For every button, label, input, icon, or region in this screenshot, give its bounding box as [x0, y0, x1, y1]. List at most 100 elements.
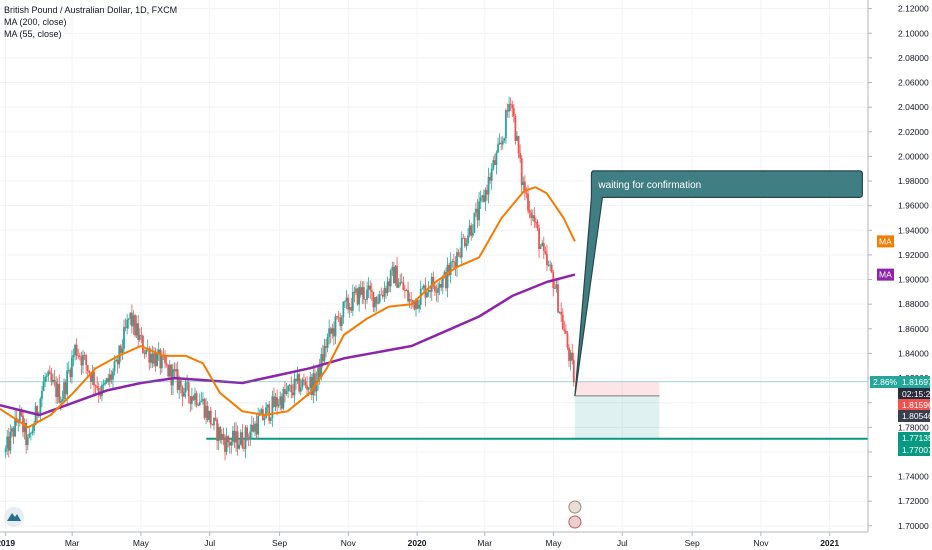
candle-body: [429, 290, 432, 292]
price-tick-label: 2.02000: [898, 127, 929, 137]
candle-body: [509, 103, 512, 105]
candle-body: [99, 393, 102, 397]
candle-body: [285, 391, 288, 395]
candle-body: [541, 242, 544, 247]
candle-body: [97, 388, 100, 394]
time-axis[interactable]: 2019 Mar May Jul Sep Nov 2020 Mar May Jul Sep Nov 20…: [0, 531, 868, 548]
candle-body: [127, 318, 130, 320]
candle-body: [519, 152, 522, 159]
chart-legend: British Pound / Australian Dollar, 1D, F…: [4, 4, 177, 40]
candle-body: [105, 378, 108, 383]
candle-body: [298, 374, 301, 392]
candle-body: [80, 357, 83, 366]
candle-body: [452, 261, 455, 262]
candle-body: [23, 422, 26, 433]
candle-body: [83, 355, 86, 356]
callout-text: waiting for confirmation: [597, 180, 701, 191]
candle-body: [260, 409, 263, 416]
candle-body: [415, 299, 417, 310]
price-tag-value: 1.77135: [902, 433, 932, 443]
candle-body: [154, 353, 157, 367]
candle-body: [550, 264, 553, 273]
candle-body: [78, 355, 81, 358]
candle-body: [116, 359, 119, 365]
tradingview-logo: [4, 507, 24, 527]
candle-body: [39, 398, 42, 415]
logo-mountain-icon: [7, 513, 21, 521]
candle-body: [63, 382, 65, 400]
candle-body: [227, 436, 230, 443]
candle-body: [7, 436, 10, 451]
candle-body: [309, 376, 312, 389]
candle-body: [4, 448, 7, 452]
candle-body: [115, 359, 118, 362]
position-tool[interactable]: [574, 381, 660, 438]
candle-body: [254, 423, 256, 432]
candle-body: [266, 404, 269, 408]
candle-body: [517, 135, 520, 153]
candle-body: [506, 110, 509, 112]
candle-body: [123, 327, 125, 349]
price-tick-label: 2.10000: [898, 28, 929, 38]
candle-body: [569, 352, 572, 361]
candle-body: [454, 261, 457, 269]
event-markers[interactable]: [568, 500, 582, 529]
candle-body: [307, 388, 310, 390]
candle-body: [205, 405, 207, 418]
candle-body: [413, 302, 416, 310]
ma55-polyline: [0, 186, 576, 429]
candle-body: [94, 385, 97, 387]
candle-body: [153, 353, 155, 364]
candle-body: [396, 265, 398, 288]
candle-body: [277, 404, 280, 407]
candle-body: [328, 328, 331, 338]
candle-body: [427, 290, 430, 293]
candle-body: [47, 371, 50, 377]
candle-body: [410, 299, 413, 301]
candle-body: [295, 378, 297, 382]
candle-body: [75, 344, 78, 356]
callout-annotation[interactable]: waiting for confirmation: [574, 170, 863, 397]
candle-body: [463, 238, 466, 247]
candle-body: [336, 316, 338, 318]
candle-body: [465, 243, 468, 247]
candle-body: [160, 354, 163, 369]
time-tick-label: Nov: [753, 538, 769, 548]
candle-body: [388, 281, 391, 287]
price-tick-label: 1.72000: [898, 496, 929, 506]
candle-body: [66, 370, 69, 395]
time-tick-label: Mar: [65, 538, 80, 548]
price-tick-label: 1.78000: [898, 422, 929, 432]
candle-body: [14, 417, 17, 437]
candle-body: [28, 433, 31, 438]
candle-body: [446, 264, 449, 289]
price-tag-bg: [898, 444, 930, 456]
candle-body: [134, 315, 136, 336]
candle-body: [505, 110, 507, 138]
price-tick-label: 1.84000: [898, 348, 929, 358]
candle-body: [164, 355, 166, 364]
candle-body: [329, 328, 332, 334]
candle-body: [214, 417, 217, 420]
candle-body: [209, 410, 212, 425]
candle-body: [334, 316, 337, 337]
candle-body: [355, 288, 357, 293]
candle-body: [271, 396, 274, 419]
candle-body: [165, 363, 168, 365]
candle-body: [55, 381, 58, 397]
candle-body: [361, 287, 364, 295]
candle-body: [252, 424, 255, 432]
candle-body: [405, 290, 408, 291]
candle-body: [195, 393, 198, 406]
candle-body: [132, 315, 135, 327]
candle-body: [527, 193, 529, 211]
candle-body: [531, 215, 534, 218]
candle-body: [459, 255, 462, 258]
candle-body: [437, 287, 439, 293]
candle-body: [536, 221, 539, 229]
candle-body: [170, 364, 173, 386]
candle-body: [366, 289, 368, 300]
candle-body: [61, 399, 64, 401]
candle-body: [145, 349, 147, 355]
